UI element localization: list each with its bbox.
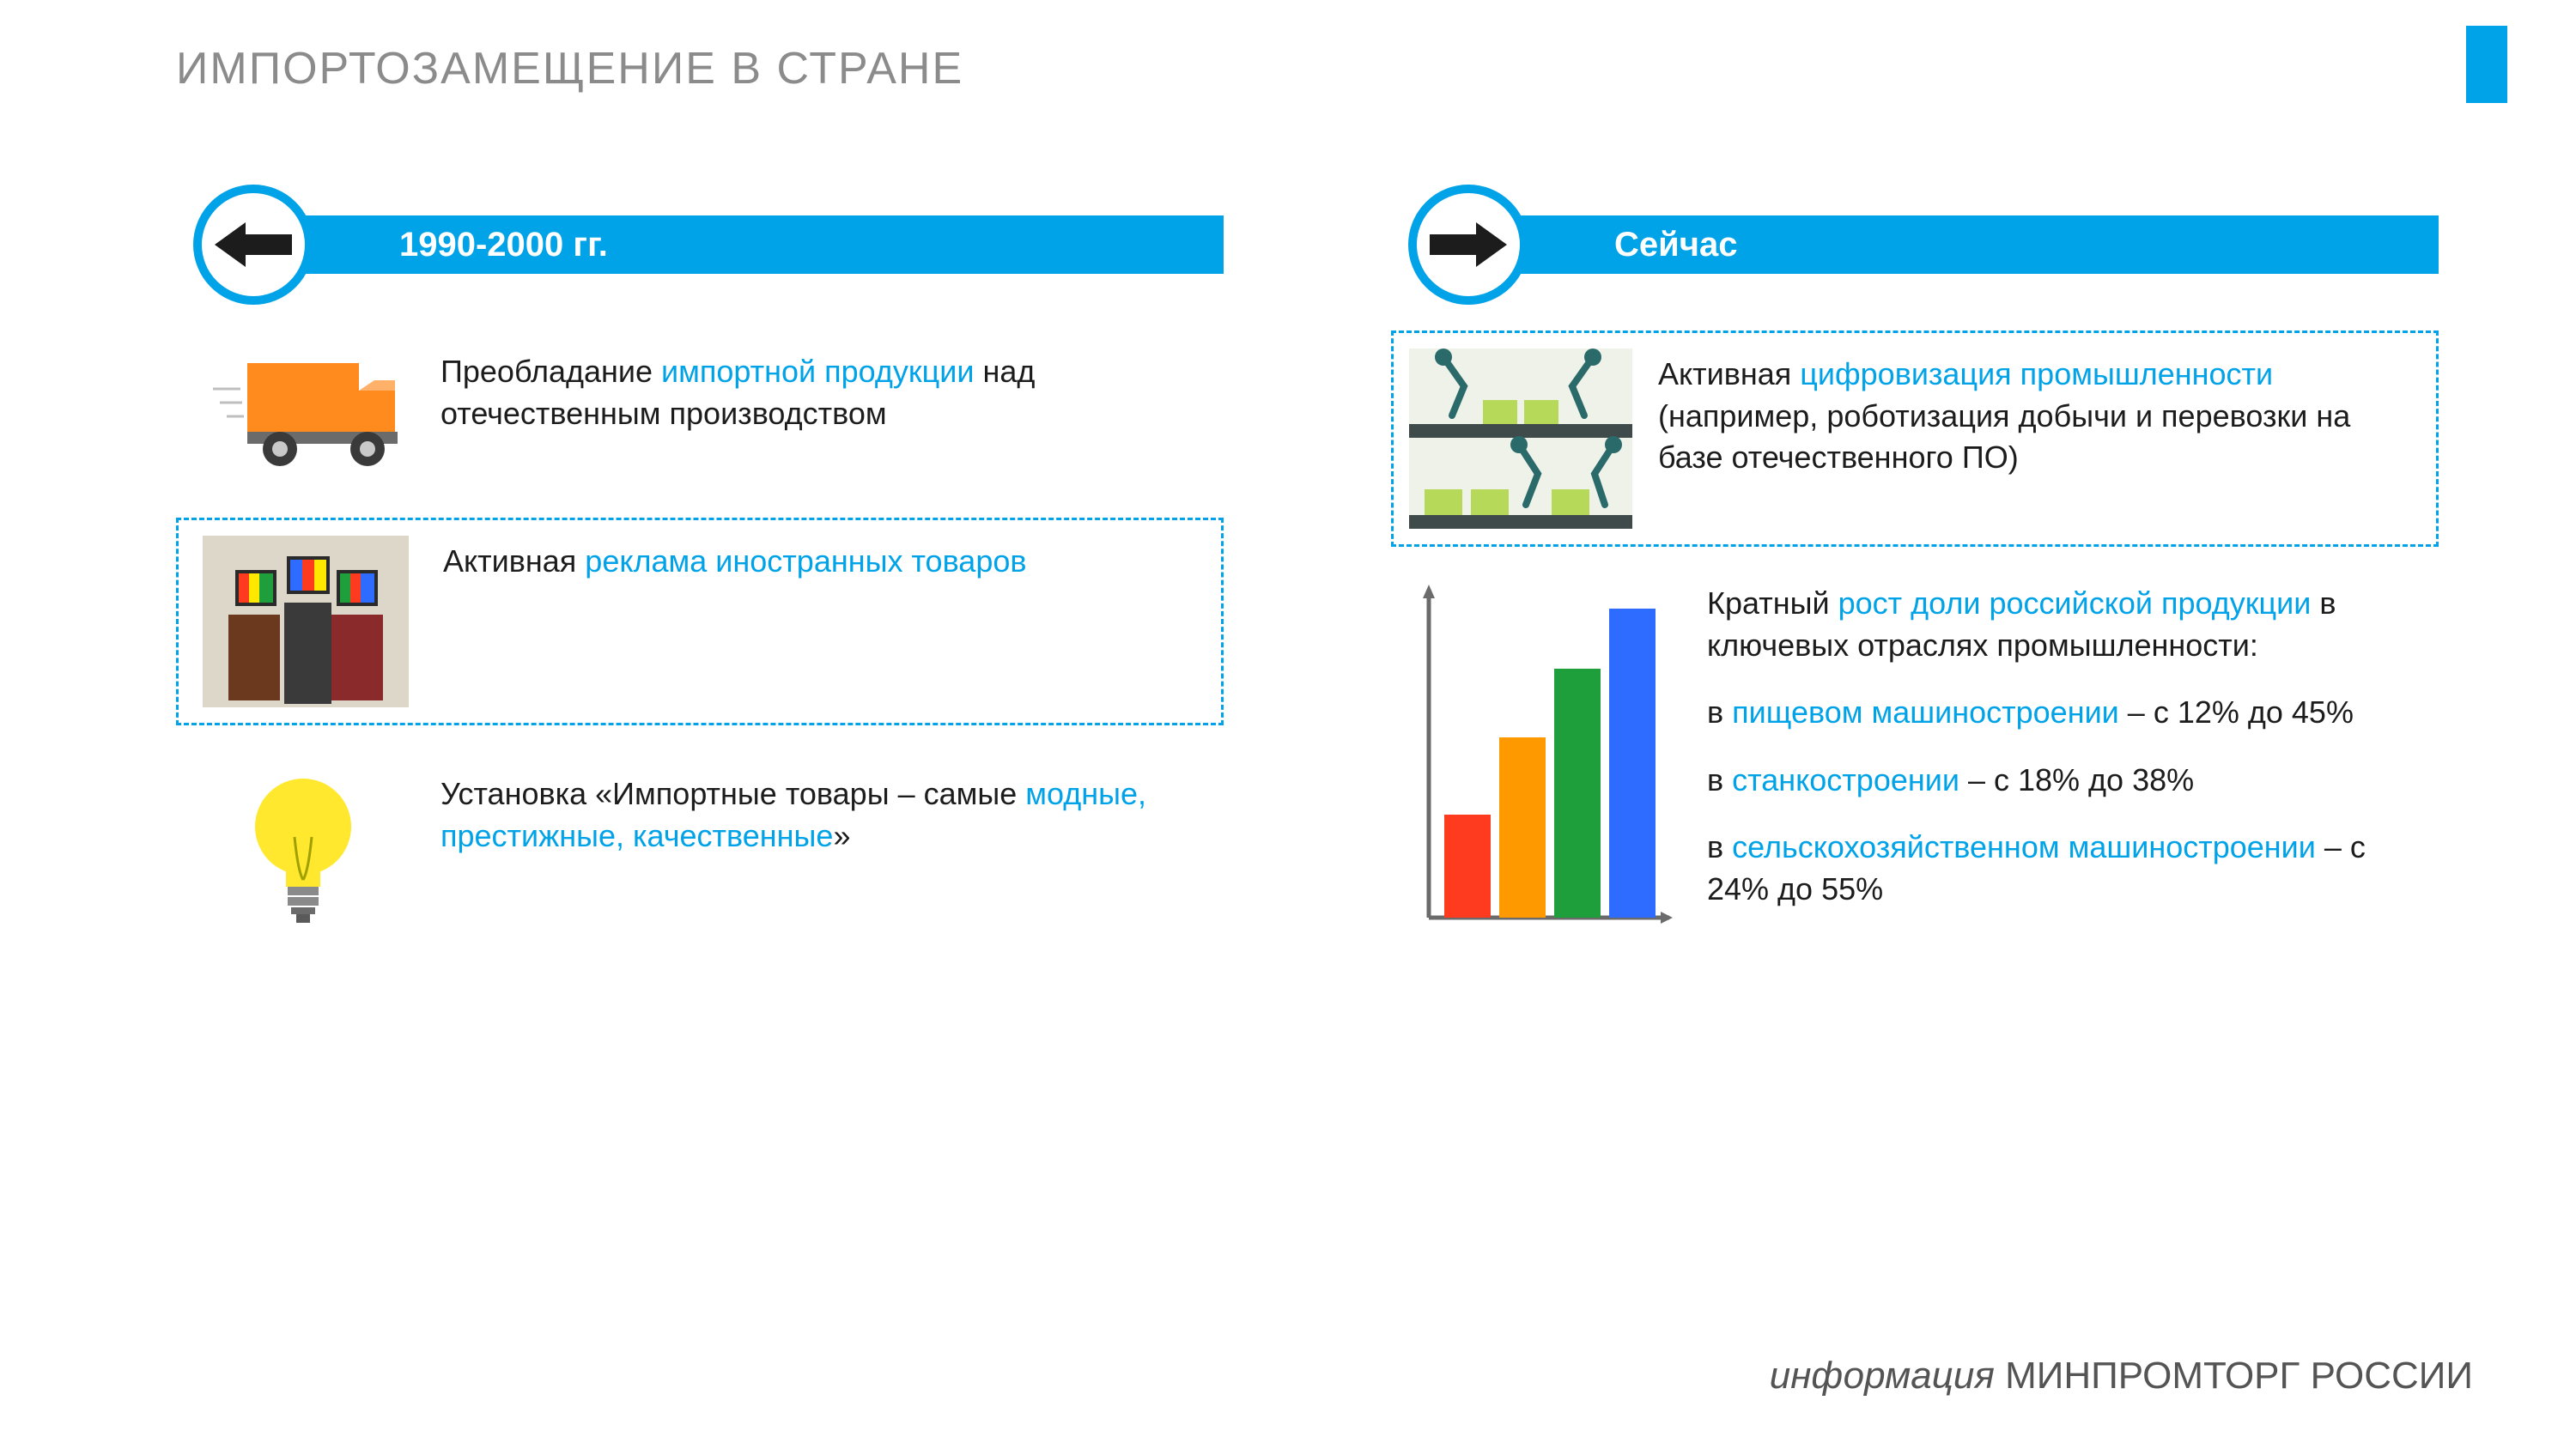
- left-item-1: Преобладание импортной продукции над оте…: [176, 330, 1224, 490]
- page-title: ИМПОРТОЗАМЕЩЕНИЕ В СТРАНЕ: [176, 43, 963, 94]
- arrow-right-icon: [1408, 185, 1528, 305]
- bar-chart-icon: [1406, 583, 1681, 926]
- lightbulb-icon: [191, 768, 415, 931]
- text-highlight: цифровизация промышленности: [1800, 356, 2273, 391]
- left-header: 1990-2000 гг.: [176, 202, 1224, 288]
- text-highlight: станкостроении: [1732, 762, 1959, 797]
- tv-people-icon: [194, 536, 417, 707]
- text-plain: в: [1707, 694, 1732, 730]
- left-item-3-text: Установка «Импортные товары – самые модн…: [415, 768, 1208, 857]
- text-plain: (например, роботизация добычи и перевозк…: [1658, 398, 2350, 476]
- text-plain: – с 12% до 45%: [2119, 694, 2354, 730]
- text-plain: Кратный: [1707, 585, 1838, 621]
- right-chart-text: Кратный рост доли российской продукции в…: [1681, 583, 2423, 937]
- corner-accent: [2466, 26, 2507, 103]
- left-item-3: Установка «Импортные товары – самые модн…: [176, 753, 1224, 947]
- left-column: 1990-2000 гг.: [176, 202, 1224, 974]
- footer-bold: МИНПРОМТОРГ РОССИИ: [2005, 1355, 2473, 1397]
- left-header-label: 1990-2000 гг.: [228, 215, 1224, 274]
- footer-credit: информация МИНПРОМТОРГ РОССИИ: [1770, 1355, 2473, 1397]
- text-plain: Активная: [443, 543, 585, 579]
- text-plain: в: [1707, 829, 1732, 864]
- text-plain: Активная: [1658, 356, 1800, 391]
- right-header-label: Сейчас: [1443, 215, 2439, 274]
- left-item-1-text: Преобладание импортной продукции над оте…: [415, 346, 1208, 434]
- text-plain: »: [833, 818, 850, 853]
- right-header: Сейчас: [1391, 202, 2439, 288]
- right-column: Сейчас: [1391, 202, 2439, 952]
- text-highlight: реклама иностранных товаров: [585, 543, 1026, 579]
- factory-automation-icon: [1409, 349, 1632, 529]
- text-highlight: пищевом машиностроении: [1732, 694, 2119, 730]
- right-chart-item: Кратный рост доли российской продукции в…: [1391, 574, 2439, 952]
- text-plain: Установка «Импортные товары – самые: [440, 776, 1025, 811]
- right-item-1-text: Активная цифровизация промышленности (на…: [1632, 349, 2421, 479]
- text-highlight: импортной продукции: [661, 354, 974, 389]
- text-plain: Преобладание: [440, 354, 661, 389]
- right-item-1: Активная цифровизация промышленности (на…: [1391, 330, 2439, 547]
- text-plain: – с 18% до 38%: [1959, 762, 2194, 797]
- text-plain: в: [1707, 762, 1732, 797]
- footer-light: информация: [1770, 1355, 2005, 1397]
- text-highlight: рост доли российской продукции: [1838, 585, 2312, 621]
- left-item-2-text: Активная реклама иностранных товаров: [417, 536, 1206, 583]
- left-item-2: Активная реклама иностранных товаров: [176, 518, 1224, 725]
- arrow-left-icon: [193, 185, 313, 305]
- text-highlight: сельскохозяйственном машиностроении: [1732, 829, 2316, 864]
- truck-icon: [191, 346, 415, 475]
